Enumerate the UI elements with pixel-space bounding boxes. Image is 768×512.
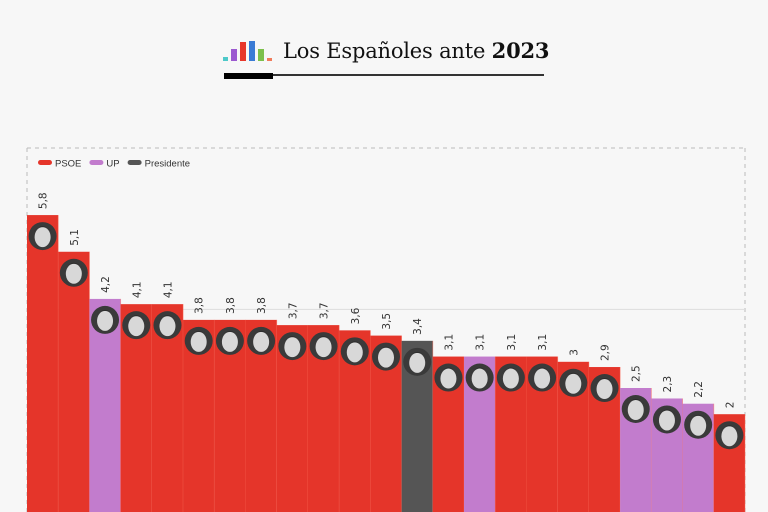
portrait-face [721,426,738,447]
portrait-hair [720,425,739,432]
legend-label: Presidente [145,159,190,170]
portrait-face [346,342,363,363]
value-label: 2,5 [631,365,643,382]
portrait-face [658,410,675,431]
logo-bar [267,58,272,61]
title-underline [224,74,544,76]
portrait-hair [595,378,614,385]
portrait-hair [533,367,552,374]
portrait-face [65,263,82,284]
portrait-face [627,400,644,420]
value-label: 2,3 [662,376,674,393]
value-label: 4,2 [100,276,112,293]
title-year: 2023 [491,38,550,63]
portrait-face [190,331,207,352]
legend: PSOE UP Presidente [38,159,190,170]
faces [28,222,744,450]
logo-bar [258,49,264,61]
value-label: 3,1 [537,334,549,351]
portrait-hair [439,367,458,374]
portrait-face [409,352,426,373]
portrait-hair [470,367,489,374]
value-label: 2 [724,402,736,409]
value-label: 3,1 [443,334,455,351]
portrait-hair [189,330,208,337]
portrait-face [159,316,176,337]
value-label: 4,1 [162,281,174,298]
value-label: 2,2 [693,381,705,398]
value-label: 3,7 [319,302,331,319]
logo-bar [249,41,255,61]
portrait-hair [283,336,302,343]
portrait-hair [96,309,115,316]
bar [58,251,90,512]
portrait-face [534,368,551,389]
portrait-face [34,227,51,248]
portrait-face [596,379,613,400]
portrait-hair [345,341,364,348]
value-label: 3,4 [412,318,424,335]
portrait-face [315,337,332,358]
page-title: Los Españoles ante 2023 [283,38,550,63]
bar-chart-icon [223,41,272,61]
value-label: 3,6 [350,307,362,324]
portrait-hair [33,226,52,233]
portrait-hair [158,315,177,322]
bar [89,298,121,512]
portrait-hair [64,262,83,269]
value-labels: 5,8 5,1 4,2 4,1 4,1 3,8 3,8 3,8 3,7 3,7 3,6 3,5 3,4 3… [38,192,737,408]
portrait-face [284,337,301,358]
portrait-hair [377,346,395,353]
portrait-hair [314,336,333,343]
portrait-hair [127,315,146,322]
value-label: 5,1 [69,229,81,246]
value-label: 3,5 [381,313,393,330]
bar [27,215,59,512]
value-label: 5,8 [38,192,50,209]
legend-swatch [89,160,104,165]
title-underline-accent [224,73,273,79]
portrait-hair [408,351,427,358]
logo-bar [223,57,228,61]
value-label: 3,7 [287,302,299,319]
portrait-hair [564,372,583,379]
portrait-face [565,373,582,394]
logo-bar [240,42,246,61]
portrait-hair [657,409,676,416]
portrait-hair [689,414,708,421]
portrait-face [502,368,519,389]
portrait-hair [501,367,520,374]
portrait-face [690,415,707,436]
value-label: 4,1 [131,281,143,298]
value-label: 3,1 [506,334,518,351]
legend-swatch [127,160,142,165]
portrait-hair [626,399,645,405]
portrait-face [253,331,270,352]
portrait-face [378,347,394,368]
legend-label: UP [106,159,119,170]
header: Los Españoles ante 2023 [0,0,768,100]
value-label: 3,8 [225,297,237,314]
logo-bar [231,49,237,61]
value-label: 3,8 [194,297,206,314]
title-main: Los Españoles ante [283,39,492,63]
portrait-face [221,331,238,352]
portrait-hair [220,330,239,337]
portrait-face [440,368,457,389]
portrait-face [97,310,114,331]
portrait-face [471,368,488,389]
value-label: 2,9 [600,344,612,361]
legend-label: PSOE [55,159,81,170]
value-label: 3,1 [475,334,487,351]
value-label: 3 [568,349,580,356]
legend-swatch [38,160,52,165]
portrait-hair [252,330,271,337]
portrait-face [128,316,145,337]
value-label: 3,8 [256,297,268,314]
